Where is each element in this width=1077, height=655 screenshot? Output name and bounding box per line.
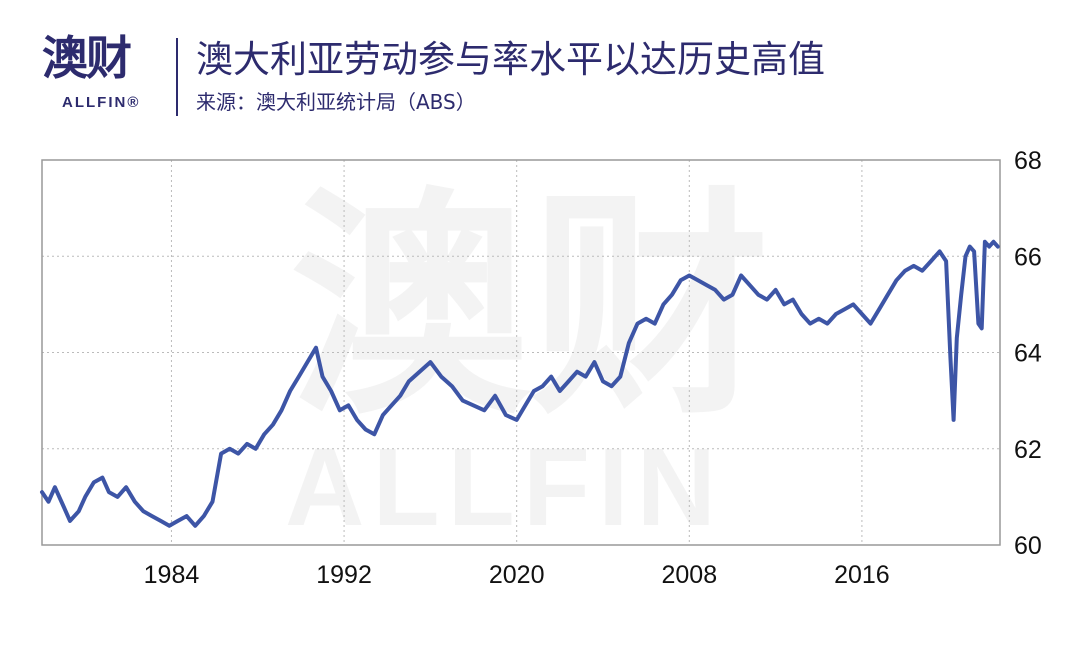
- y-axis: 60 62 64 66 68: [1014, 147, 1042, 560]
- x-tick-label: 2016: [834, 561, 890, 589]
- x-axis: 1984 1992 2020 2008 2016: [144, 561, 890, 589]
- y-tick-label: 62: [1014, 436, 1042, 464]
- plot-frame: [41, 159, 1001, 546]
- watermark-text: ALLFIN: [285, 426, 724, 549]
- x-tick-label: 2020: [489, 561, 545, 589]
- chart-title: 澳大利亚劳动参与率水平以达历史高值: [196, 38, 825, 81]
- line-chart: 澳财 ALLFIN 60 62 64 66 68 1984 1992 2020 2008 201…: [40, 147, 1042, 589]
- header-divider: [176, 38, 178, 116]
- chart-header: 澳财 ALLFIN® 澳大利亚劳动参与率水平以达历史高值 来源：澳大利亚统计局（…: [0, 0, 1077, 130]
- brand-logo-text: ALLFIN®: [62, 94, 141, 111]
- y-tick-label: 68: [1014, 147, 1042, 175]
- gridlines: [42, 160, 1000, 545]
- x-tick-label: 1992: [316, 561, 372, 589]
- brand-logo: 澳财: [42, 31, 132, 85]
- x-tick-label: 2008: [661, 561, 717, 589]
- watermark-logo: 澳财: [290, 167, 770, 447]
- y-tick-label: 64: [1014, 340, 1042, 368]
- watermark: 澳财 ALLFIN: [285, 167, 770, 549]
- x-tick-label: 1984: [144, 561, 200, 589]
- series-line: [40, 239, 1000, 528]
- y-tick-label: 60: [1014, 532, 1042, 560]
- chart-source: 来源：澳大利亚统计局（ABS）: [196, 90, 476, 114]
- series-layer: [40, 239, 1000, 528]
- y-tick-label: 66: [1014, 243, 1042, 271]
